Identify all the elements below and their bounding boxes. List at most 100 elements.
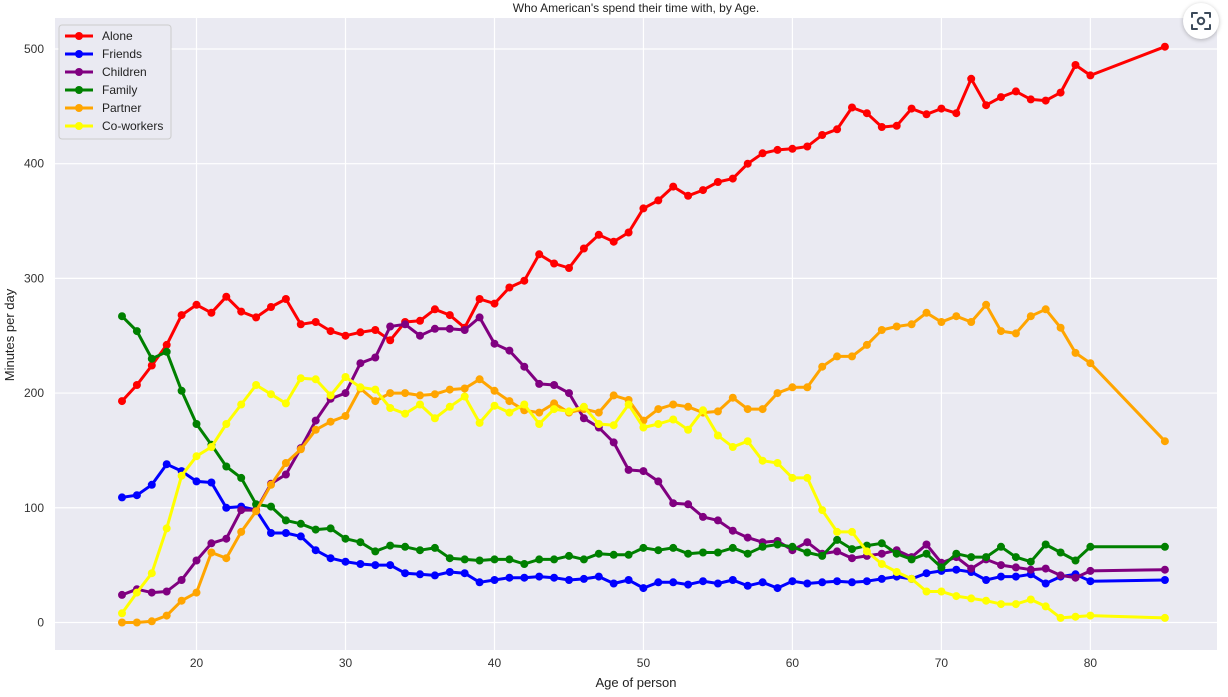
data-point-co-workers <box>728 443 737 451</box>
data-point-friends <box>713 579 722 588</box>
data-point-alone <box>907 104 916 113</box>
data-point-partner <box>833 352 842 361</box>
data-point-friends <box>624 576 633 584</box>
data-point-partner <box>222 554 231 563</box>
data-point-alone <box>281 295 290 303</box>
data-point-alone <box>520 276 529 285</box>
x-axis-label: Age of person <box>596 675 677 690</box>
data-point-family <box>490 555 499 564</box>
data-point-alone <box>356 328 365 337</box>
data-point-children <box>728 526 737 535</box>
data-point-partner <box>237 527 246 536</box>
legend-label: Family <box>102 83 137 97</box>
lens-icon <box>1191 12 1211 30</box>
data-point-children <box>1056 571 1065 580</box>
data-point-partner <box>684 402 693 411</box>
data-point-children <box>609 438 618 447</box>
data-point-friends <box>311 546 320 555</box>
y-tick-label: 400 <box>24 157 44 171</box>
data-point-friends <box>326 554 335 563</box>
data-point-family <box>222 462 231 471</box>
data-point-co-workers <box>430 414 439 423</box>
data-point-family <box>699 548 707 557</box>
legend: Alone Friends Children Family Partner Co-work… <box>58 24 172 140</box>
lens-search-button[interactable] <box>1183 3 1219 39</box>
data-point-family <box>654 546 663 555</box>
data-point-alone <box>445 311 454 320</box>
data-point-alone <box>296 320 305 329</box>
data-point-children <box>460 326 469 334</box>
series-children <box>118 313 1169 599</box>
data-point-children <box>803 538 812 547</box>
data-point-alone <box>192 300 201 309</box>
data-point-alone <box>416 316 424 325</box>
data-point-family <box>594 549 603 558</box>
data-point-children <box>743 533 752 542</box>
series-co-workers <box>118 373 1169 622</box>
legend-marker <box>75 86 83 94</box>
data-point-alone <box>1086 71 1095 80</box>
data-point-friends <box>609 579 618 588</box>
data-point-children <box>207 539 216 548</box>
data-point-co-workers <box>132 588 141 597</box>
data-point-co-workers <box>788 473 797 482</box>
data-point-children <box>416 331 424 340</box>
data-point-co-workers <box>550 405 559 414</box>
data-point-friends <box>1041 579 1050 588</box>
data-point-partner <box>669 400 678 409</box>
data-point-partner <box>490 386 499 395</box>
data-point-children <box>356 359 365 368</box>
y-tick-labels: 0 100 200 300 400 500 <box>24 42 44 630</box>
data-point-alone <box>252 313 261 322</box>
data-point-partner <box>1056 323 1065 332</box>
data-point-children <box>237 506 246 515</box>
data-point-alone <box>877 123 886 131</box>
data-point-friends <box>803 579 812 588</box>
y-tick-label: 100 <box>24 501 44 515</box>
data-point-alone <box>147 361 156 370</box>
data-point-family <box>848 545 856 554</box>
data-point-partner <box>192 588 201 597</box>
data-point-co-workers <box>281 399 290 408</box>
data-point-family <box>967 553 976 562</box>
data-point-co-workers <box>609 421 618 430</box>
data-point-friends <box>669 578 678 587</box>
data-point-children <box>639 467 648 476</box>
data-point-co-workers <box>1160 613 1169 622</box>
data-point-friends <box>788 577 797 586</box>
data-point-family <box>624 550 633 559</box>
data-point-alone <box>848 103 856 112</box>
data-point-family <box>430 543 439 552</box>
data-point-family <box>743 549 752 558</box>
data-point-alone <box>997 93 1005 102</box>
data-point-partner <box>445 385 454 394</box>
data-point-friends <box>281 529 290 537</box>
data-point-partner <box>713 407 722 416</box>
x-tick-label: 70 <box>935 656 949 670</box>
data-point-co-workers <box>952 592 961 601</box>
data-point-children <box>699 512 707 521</box>
data-point-children <box>1086 566 1095 575</box>
data-point-partner <box>460 384 469 393</box>
data-point-family <box>1160 542 1169 551</box>
data-point-co-workers <box>252 381 261 389</box>
data-point-co-workers <box>803 473 812 482</box>
data-point-co-workers <box>862 547 871 556</box>
data-point-partner <box>1011 329 1020 338</box>
data-point-co-workers <box>207 443 216 451</box>
data-point-alone <box>967 74 976 83</box>
data-point-co-workers <box>1086 611 1095 620</box>
data-point-alone <box>803 142 812 151</box>
data-point-friends <box>147 480 156 489</box>
data-point-alone <box>162 340 171 349</box>
data-point-alone <box>728 174 737 183</box>
data-point-alone <box>743 159 752 168</box>
data-point-partner <box>773 389 782 398</box>
data-point-partner <box>788 383 797 392</box>
data-point-children <box>311 416 320 425</box>
data-point-partner <box>803 383 812 392</box>
data-point-friends <box>341 557 350 566</box>
data-point-partner <box>341 412 350 420</box>
data-point-children <box>624 465 633 474</box>
